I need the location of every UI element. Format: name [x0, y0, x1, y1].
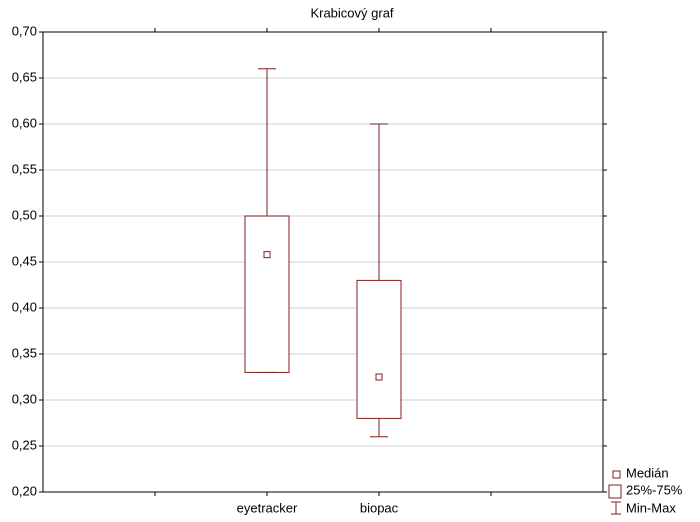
legend-label: Min-Max [626, 500, 676, 515]
y-tick-label: 0,30 [12, 391, 37, 406]
x-tick-label: biopac [360, 500, 399, 515]
median-marker [375, 373, 383, 381]
y-tick-label: 0,40 [12, 299, 37, 314]
y-tick-label: 0,60 [12, 115, 37, 130]
box [244, 215, 290, 373]
y-tick-label: 0,45 [12, 253, 37, 268]
legend-label: Medián [626, 465, 669, 480]
y-tick-label: 0,25 [12, 437, 37, 452]
y-tick-label: 0,50 [12, 207, 37, 222]
y-tick-label: 0,20 [12, 483, 37, 498]
chart-title: Krabicový graf [310, 5, 393, 20]
legend-symbol [608, 484, 622, 499]
y-tick-label: 0,70 [12, 23, 37, 38]
x-tick-label: eyetracker [237, 500, 298, 515]
median-marker [263, 251, 271, 259]
y-tick-label: 0,55 [12, 161, 37, 176]
box [356, 279, 402, 419]
legend-symbol [612, 470, 621, 479]
legend-label: 25%-75% [626, 482, 683, 497]
y-tick-label: 0,35 [12, 345, 37, 360]
y-tick-label: 0,65 [12, 69, 37, 84]
plot-frame [42, 31, 604, 493]
